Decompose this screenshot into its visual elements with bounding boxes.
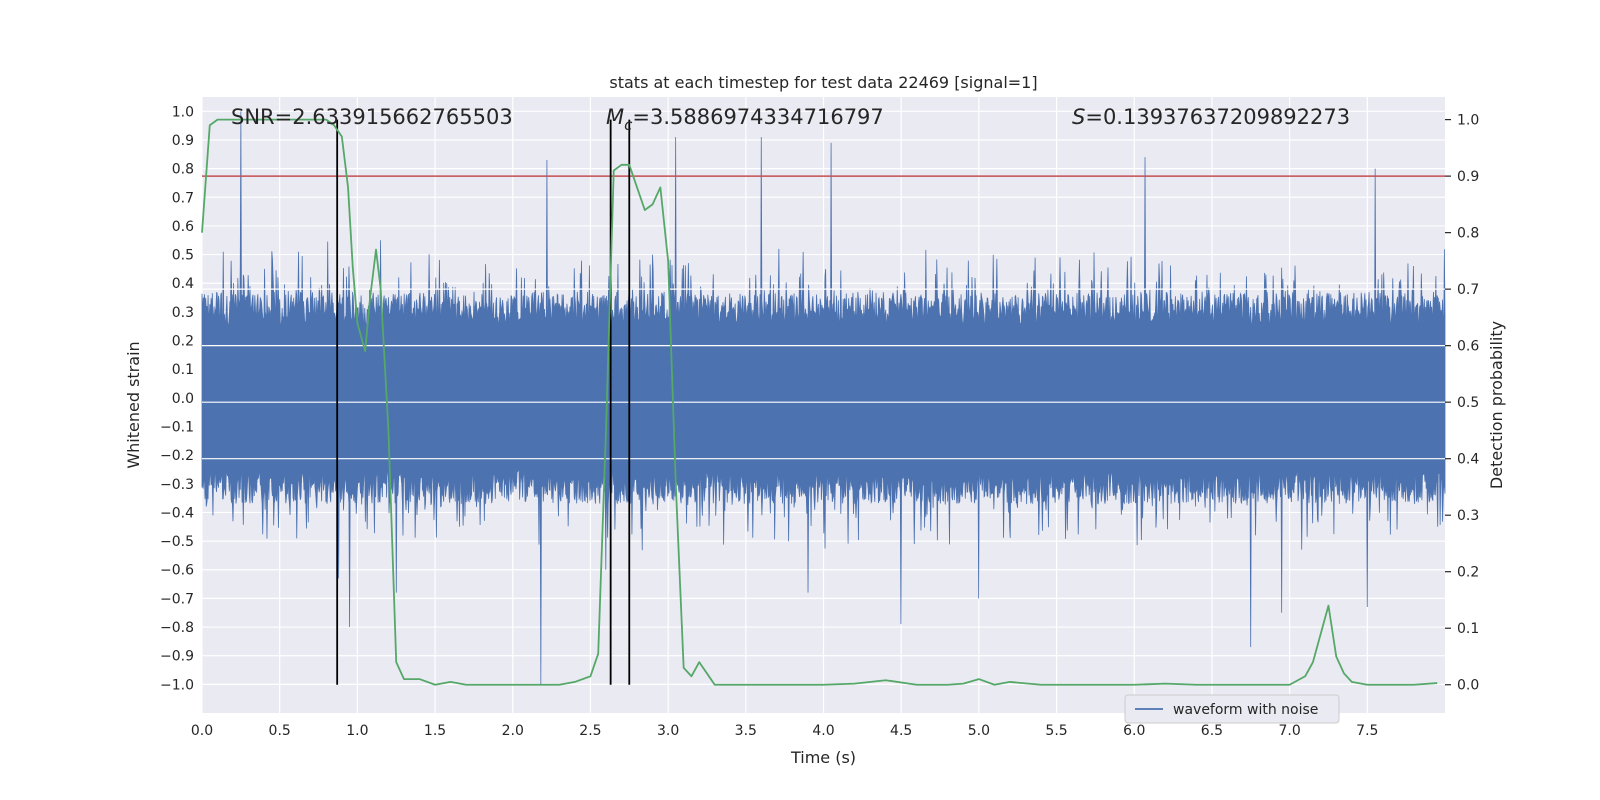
y-left-tick-label: 0.4 [172,276,194,292]
x-tick-label: 6.0 [1123,723,1145,739]
y-left-tick-label: −0.9 [160,649,194,665]
y-axis-label-right: Detection probability [1487,321,1506,489]
y-left-tick-label: −0.8 [160,620,194,636]
x-tick-label: 1.5 [424,723,446,739]
y-left-tick-label: 0.6 [172,219,194,235]
x-tick-label: 7.0 [1278,723,1300,739]
s-symbol: S [1072,105,1085,129]
legend-label-waveform: waveform with noise [1173,702,1318,718]
x-tick-label: 7.5 [1356,723,1378,739]
y-left-tick-label: −0.3 [160,477,194,493]
x-tick-label: 4.0 [812,723,834,739]
y-left-tick-label: −0.1 [160,419,194,435]
axes: 0.0 0.5 1.0 1.5 2.0 2.5 3.0 3.5 4.0 4.5 5.0 5.5 6.0 6… [160,104,1479,739]
x-tick-label: 0.0 [191,723,213,739]
y-right-tick-label: 0.9 [1457,169,1479,185]
legend-box [1124,694,1340,724]
s-annotation: S=0.13937637209892273 [1072,105,1350,129]
y-left-tick-label: 0.8 [172,162,194,178]
y-left-tick-label: 0.2 [172,334,194,350]
y-left-tick-label: −1.0 [160,677,194,693]
y-right-tick-label: 0.7 [1457,282,1479,298]
chirp-mass-symbol: M [606,105,624,129]
y-right-tick-label: 0.2 [1457,565,1479,581]
y-left-tick-label: −0.7 [160,591,194,607]
x-tick-label: 0.5 [269,723,291,739]
probability-curve [201,118,1438,686]
plot-content [201,111,1446,686]
y-left-tick-label: 0.7 [172,190,194,206]
y-left-tick-label: 0.0 [172,391,194,407]
y-right-tick-label: 0.1 [1457,621,1479,637]
chirp-mass-subscript: c [624,116,633,134]
y-left-tick-label: 0.1 [172,362,194,378]
y-right-tick-label: 0.8 [1457,226,1479,242]
x-tick-label: 2.5 [579,723,601,739]
x-tick-label: 3.0 [657,723,679,739]
y-left-tick-label: −0.5 [160,534,194,550]
chart-title: stats at each timestep for test data 224… [609,73,1037,92]
snr-annotation: SNR=2.633915662765503 [231,105,513,129]
y-right-tick-label: 1.0 [1457,113,1479,129]
y-left-tick-label: 1.0 [172,104,194,120]
y-left-tick-label: −0.6 [160,563,194,579]
x-tick-label: 5.0 [968,723,990,739]
x-tick-label: 3.5 [735,723,757,739]
y-axis-label-left: Whitened strain [124,341,143,468]
y-right-tick-label: 0.5 [1457,395,1479,411]
y-left-tick-label: −0.4 [160,505,194,521]
chirp-mass-annotation: Mc=3.5886974334716797 [606,105,884,134]
x-tick-label: 1.0 [346,723,368,739]
waveform-trace [201,111,1446,685]
x-tick-label: 6.5 [1201,723,1223,739]
y-left-tick-label: 0.9 [172,133,194,149]
x-tick-label: 2.0 [502,723,524,739]
legend: waveform with noise [1124,694,1340,724]
y-left-tick-label: 0.5 [172,248,194,264]
x-tick-label: 4.5 [890,723,912,739]
x-axis-label: Time (s) [790,748,856,767]
y-left-tick-label: 0.3 [172,305,194,321]
y-right-tick-label: 0.4 [1457,452,1479,468]
y-right-tick-label: 0.3 [1457,508,1479,524]
chirp-mass-value: =3.5886974334716797 [632,105,883,129]
y-left-tick-label: −0.2 [160,448,194,464]
y-right-tick-label: 0.0 [1457,678,1479,694]
s-value: =0.13937637209892273 [1085,105,1350,129]
x-tick-label: 5.5 [1045,723,1067,739]
y-right-tick-label: 0.6 [1457,339,1479,355]
